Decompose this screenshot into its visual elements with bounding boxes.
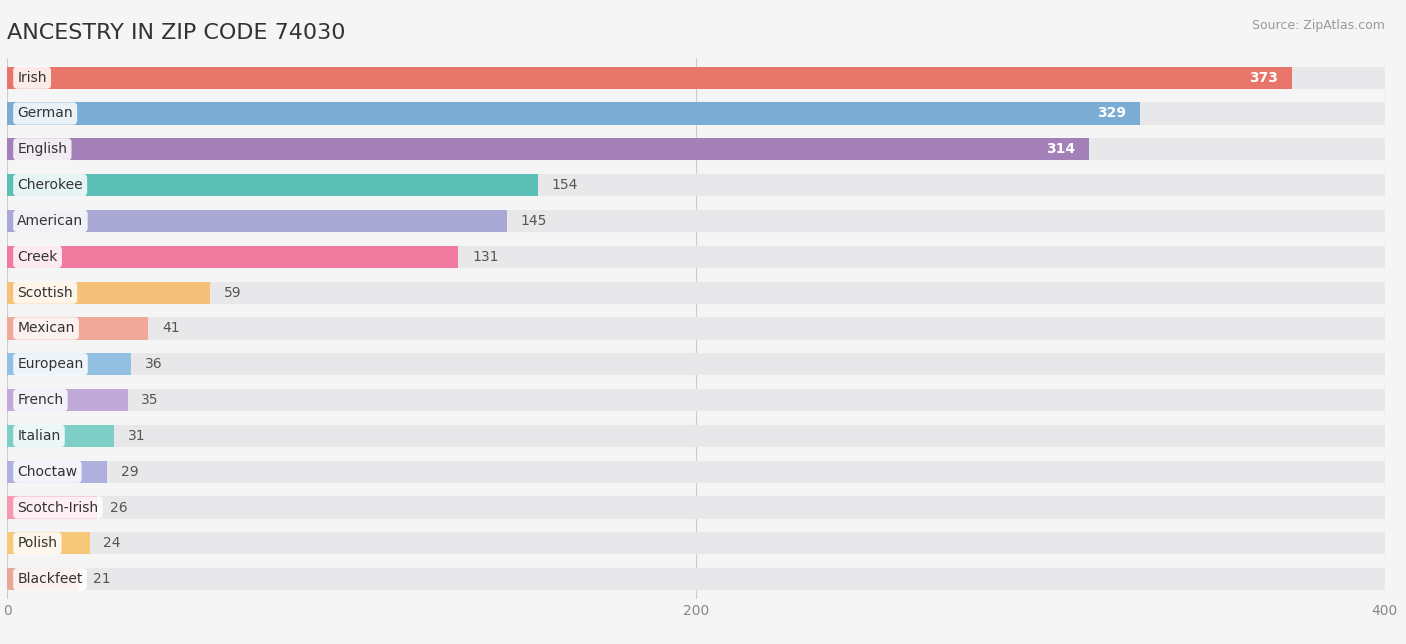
Bar [7,389,1385,412]
Bar [7,353,131,375]
Bar [7,66,1385,89]
Text: Irish: Irish [17,71,46,84]
Bar [7,317,1385,339]
Bar [7,460,1385,483]
Text: 35: 35 [142,393,159,407]
Bar [7,497,97,518]
Text: ANCESTRY IN ZIP CODE 74030: ANCESTRY IN ZIP CODE 74030 [7,23,346,43]
Text: 131: 131 [472,250,499,264]
Bar [7,460,107,483]
Text: 36: 36 [145,357,163,371]
Bar [7,281,211,304]
Text: Blackfeet: Blackfeet [17,573,83,586]
Bar [7,245,1385,268]
Text: 24: 24 [104,536,121,551]
Text: 29: 29 [121,465,138,478]
Bar [7,389,128,412]
Bar [7,568,1385,591]
Text: 314: 314 [1046,142,1076,156]
Text: Creek: Creek [17,250,58,264]
Bar [7,317,148,339]
Text: German: German [17,106,73,120]
Text: Choctaw: Choctaw [17,465,77,478]
Bar [7,353,1385,375]
Bar [7,245,458,268]
Bar [7,102,1140,124]
Bar [7,281,1385,304]
Bar [7,138,1088,160]
Text: Scotch-Irish: Scotch-Irish [17,500,98,515]
Text: 329: 329 [1098,106,1126,120]
Text: Scottish: Scottish [17,286,73,299]
Bar [7,102,1385,124]
Bar [7,210,1385,232]
Bar [7,533,90,554]
Bar [7,568,79,591]
Text: 31: 31 [128,429,145,443]
Bar [7,66,1292,89]
Text: Polish: Polish [17,536,58,551]
Text: 26: 26 [111,500,128,515]
Bar [7,497,1385,518]
Text: English: English [17,142,67,156]
Text: Mexican: Mexican [17,321,75,336]
Text: American: American [17,214,83,228]
Text: 154: 154 [551,178,578,192]
Text: 373: 373 [1250,71,1278,84]
Text: European: European [17,357,83,371]
Bar [7,533,1385,554]
Text: Cherokee: Cherokee [17,178,83,192]
Bar [7,138,1385,160]
Text: 59: 59 [224,286,242,299]
Text: 21: 21 [93,573,111,586]
Bar [7,425,1385,447]
Text: 145: 145 [520,214,547,228]
Bar [7,174,537,196]
Bar [7,174,1385,196]
Bar [7,425,114,447]
Text: 41: 41 [162,321,180,336]
Text: Source: ZipAtlas.com: Source: ZipAtlas.com [1251,19,1385,32]
Bar [7,210,506,232]
Text: Italian: Italian [17,429,60,443]
Text: French: French [17,393,63,407]
